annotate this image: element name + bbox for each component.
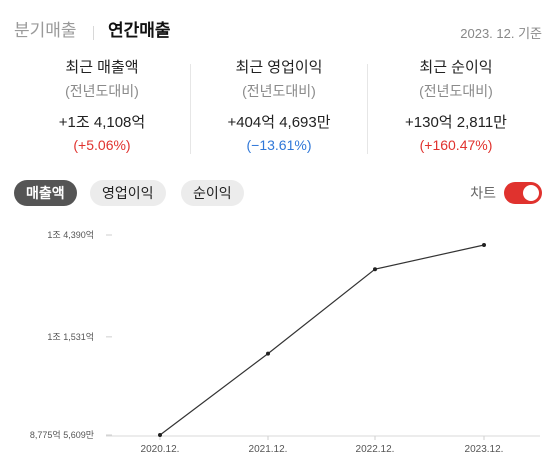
summary-label: 최근 순이익 [419, 59, 493, 76]
revenue-series-line [159, 244, 485, 436]
summary-net-income: 최근 순이익 (전년도대비) +130억 2,811만 (+160.47%) [368, 58, 544, 155]
pill-revenue[interactable]: 매출액 [14, 180, 77, 206]
summary-change: (+5.06%) [73, 137, 131, 153]
data-point [158, 433, 162, 437]
pill-operating-income[interactable]: 영업이익 [90, 180, 166, 206]
summary-label: 최근 매출액 [65, 59, 139, 76]
y-tick-label: 1조 4,390억 [47, 229, 94, 240]
summary-sublabel: (전년도대비) [65, 83, 139, 99]
summary-value: +130억 2,811만 [405, 114, 507, 131]
summary-divider [367, 64, 368, 154]
x-tick-label: 2023.12. [465, 444, 504, 455]
y-tick-label: 1조 1,531억 [47, 331, 94, 342]
revenue-line-chart: 8,775억 5,609만 1조 1,531억 1조 4,390억 2020.12. 2… [30, 229, 540, 455]
summary-sublabel: (전년도대비) [419, 83, 493, 99]
chart-toggle-switch[interactable] [504, 182, 542, 204]
summary-value: +1조 4,108억 [58, 114, 146, 131]
toggle-knob [523, 185, 539, 201]
data-point [266, 351, 270, 356]
tab-quarterly-sales[interactable]: 분기매출 [14, 21, 77, 40]
data-point [482, 243, 486, 248]
x-tick-label: 2020.12. [141, 444, 180, 455]
pill-net-income[interactable]: 순이익 [181, 180, 244, 206]
chart-toggle-label: 차트 [470, 185, 496, 201]
summary-label: 최근 영업이익 [235, 59, 323, 76]
summary-revenue: 최근 매출액 (전년도대비) +1조 4,108억 (+5.06%) [14, 58, 190, 155]
summary-value: +404억 4,693만 [227, 114, 331, 131]
as-of-date: 2023. 12. 기준 [460, 26, 542, 41]
summary-change: (−13.61%) [246, 137, 312, 153]
y-tick-label: 8,775억 5,609만 [30, 429, 94, 440]
period-tabs-bar: 분기매출 연간매출 2023. 12. 기준 [0, 0, 554, 62]
summary-panel: 최근 매출액 (전년도대비) +1조 4,108억 (+5.06%) 최근 영업… [0, 58, 554, 158]
summary-sublabel: (전년도대비) [242, 83, 316, 99]
tab-annual-sales[interactable]: 연간매출 [108, 21, 171, 40]
summary-divider [190, 64, 191, 154]
data-point [373, 267, 377, 272]
x-tick-label: 2022.12. [356, 444, 395, 455]
summary-change: (+160.47%) [419, 137, 493, 153]
summary-operating-income: 최근 영업이익 (전년도대비) +404억 4,693만 (−13.61%) [191, 58, 367, 155]
x-tick-label: 2021.12. [249, 444, 288, 455]
tab-divider [93, 26, 94, 40]
